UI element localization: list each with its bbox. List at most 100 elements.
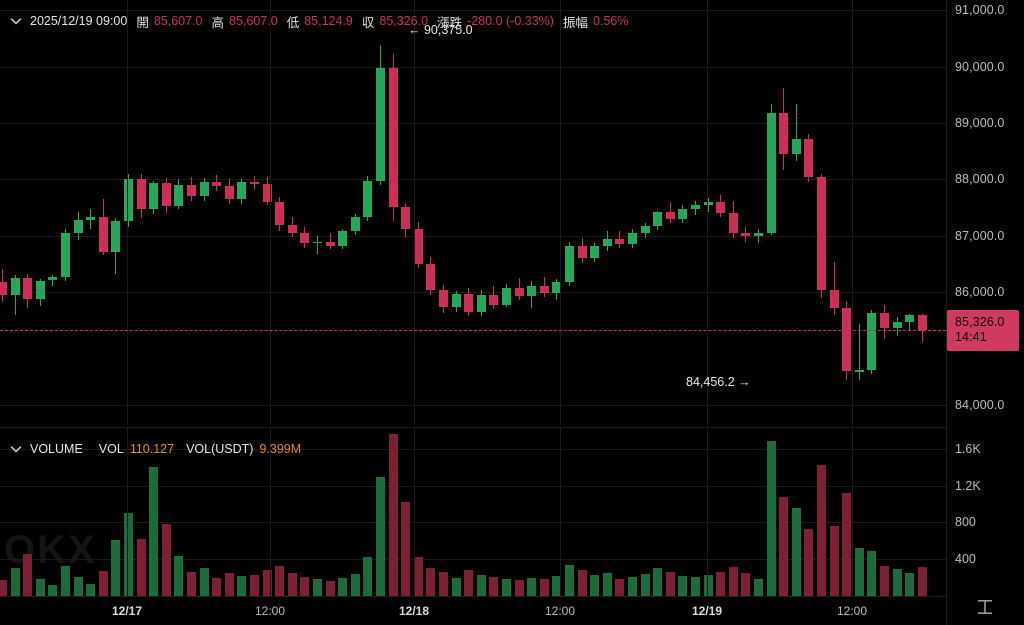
candle-body: [300, 233, 310, 244]
candlestick: [426, 0, 436, 425]
legend-low-value: 85,124.9: [304, 14, 353, 28]
volume-bar: [817, 465, 826, 596]
candle-body: [451, 294, 461, 308]
candlestick: [741, 0, 751, 425]
candle-body: [628, 232, 637, 244]
candle-body: [678, 208, 688, 219]
time-gridline: [270, 0, 271, 425]
candlestick: [136, 0, 146, 425]
candle-body: [250, 182, 259, 184]
candle-wick: [858, 323, 860, 380]
volume-axis-tick: 400: [955, 552, 976, 566]
candlestick: [23, 0, 33, 425]
volume-bar: [476, 574, 486, 596]
volume-bar: [867, 550, 877, 596]
candlestick: [61, 0, 70, 425]
candlestick: [350, 0, 360, 425]
low-price-annotation: 84,456.2 →: [686, 375, 751, 390]
price-gridline: [0, 405, 946, 406]
volume-bar: [363, 557, 373, 596]
volume-bar: [691, 576, 700, 596]
volume-bar: [917, 567, 927, 596]
time-axis[interactable]: 12/17 12:00 12/18 12:00 12/19 12:00: [0, 596, 946, 625]
candlestick: [300, 0, 310, 425]
candle-body: [199, 181, 209, 197]
candle-wick: [833, 261, 835, 315]
candle-body: [23, 278, 33, 300]
candlestick: [854, 0, 864, 425]
time-axis-tick: 12:00: [544, 604, 576, 618]
candlestick: [602, 0, 612, 425]
candle-body: [10, 278, 20, 295]
candle-body: [376, 67, 385, 181]
volume-bar: [124, 513, 133, 596]
volume-bar: [615, 578, 625, 596]
candle-body: [363, 180, 373, 218]
candle-body: [552, 282, 562, 293]
time-gridline: [707, 0, 708, 425]
candlestick: [313, 0, 322, 425]
candlestick: [728, 0, 738, 425]
volume-bar: [10, 568, 20, 596]
price-axis-tick: 87,000.0: [955, 229, 1005, 243]
candle-body: [880, 312, 889, 329]
candlestick: [678, 0, 688, 425]
candle-body: [0, 282, 7, 295]
scale-resize-handle[interactable]: [975, 598, 995, 616]
volume-bar: [161, 524, 171, 596]
legend-high-value: 85,607.0: [229, 14, 278, 28]
volume-chart-pane[interactable]: [0, 428, 946, 596]
candle-body: [224, 186, 234, 200]
candlestick: [124, 0, 133, 425]
volume-bar: [300, 576, 310, 596]
volume-bar: [527, 577, 537, 596]
volume-bar: [539, 579, 549, 596]
candle-body: [577, 246, 587, 259]
chevron-down-icon[interactable]: [8, 441, 24, 457]
volume-gridline: [0, 559, 946, 560]
candle-body: [527, 285, 537, 297]
candlestick: [905, 0, 915, 425]
candle-body: [905, 314, 915, 323]
volume-bar: [842, 492, 852, 596]
candle-body: [728, 213, 738, 233]
price-scale[interactable]: 91,000.0 90,000.0 89,000.0 88,000.0 87,000.0…: [946, 0, 1024, 625]
current-price-time: 14:41: [955, 330, 987, 344]
candle-body: [766, 112, 776, 233]
candlestick: [287, 0, 297, 425]
candlestick: [917, 0, 927, 425]
volume-bar: [804, 528, 814, 596]
price-axis-tick: 90,000.0: [955, 60, 1005, 74]
volume-bar: [287, 573, 297, 596]
candle-body: [401, 206, 411, 230]
candle-body: [35, 280, 45, 300]
volume-bar: [703, 574, 713, 596]
candlestick: [224, 0, 234, 425]
time-axis-tick: 12/17: [111, 604, 143, 618]
price-chart-pane[interactable]: [0, 0, 946, 425]
volume-bar: [451, 577, 461, 596]
candlestick: [489, 0, 499, 425]
pane-divider: [0, 427, 946, 428]
volume-bar: [325, 581, 335, 596]
volume-axis-tick: 1.6K: [955, 442, 981, 456]
time-gridline: [852, 0, 853, 425]
candle-body: [565, 246, 574, 283]
chevron-down-icon[interactable]: [8, 13, 24, 29]
legend-amplitude-label: 振幅: [562, 15, 588, 30]
candle-body: [665, 212, 675, 219]
candle-body: [590, 245, 600, 259]
candlestick: [754, 0, 763, 425]
current-price-line: [0, 330, 946, 331]
candlestick: [250, 0, 259, 425]
candlestick: [439, 0, 448, 425]
candlestick: [539, 0, 549, 425]
time-gridline: [127, 0, 128, 425]
volume-bar: [250, 574, 259, 596]
candle-body: [287, 224, 297, 234]
candle-body: [854, 370, 864, 372]
volume-bar: [892, 569, 902, 596]
candle-wick: [52, 275, 54, 287]
legend-open-value: 85,607.0: [153, 14, 203, 28]
